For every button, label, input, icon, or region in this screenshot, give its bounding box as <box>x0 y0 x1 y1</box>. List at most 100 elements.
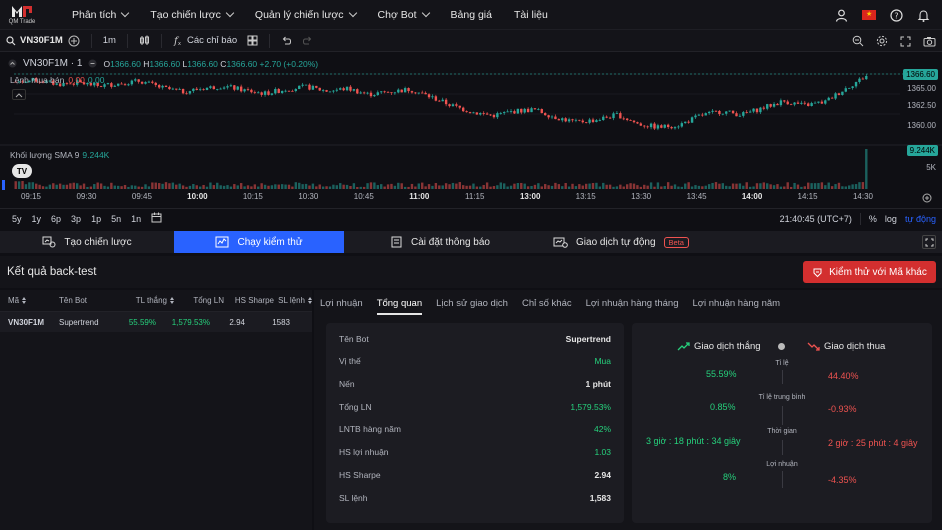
volume-bar <box>82 183 86 189</box>
results-header: Kết quả back-test Kiểm thử với Mã khác <box>0 256 942 288</box>
column-header-winrate[interactable]: TL thắng <box>114 296 174 305</box>
camera-icon[interactable] <box>923 36 936 47</box>
logo[interactable]: QM Trade <box>2 0 42 30</box>
volume-bar <box>373 182 376 189</box>
timeframe-button[interactable]: 6p <box>51 213 62 224</box>
timeframe-button[interactable]: 5n <box>111 213 122 224</box>
x-axis: 09:15 09:30 09:45 10:00 10:15 10:30 10:45 11:00… <box>0 192 880 204</box>
candle-body <box>789 104 793 106</box>
nav-item[interactable]: Phân tích <box>72 9 130 21</box>
interval-button[interactable]: 1m <box>102 35 116 46</box>
help-icon[interactable]: ? <box>890 8 903 22</box>
nav-item[interactable]: Tài liệu <box>514 9 548 21</box>
detail-tab[interactable]: Lợi nhuận hàng năm <box>692 298 781 309</box>
auto-toggle[interactable]: tự động <box>904 214 936 224</box>
tab-run-backtest[interactable]: Chạy kiểm thử <box>174 231 344 253</box>
fullscreen-icon[interactable] <box>900 36 911 47</box>
candle-body <box>110 83 113 87</box>
high-label: H <box>143 58 150 69</box>
volume-y-label: 5K <box>926 163 936 172</box>
tab-notification-settings[interactable]: Cài đặt thông báo <box>344 231 536 253</box>
tradingview-logo-icon[interactable]: TV <box>12 164 32 178</box>
collapse-icon[interactable] <box>8 59 17 68</box>
candle-body <box>233 85 236 90</box>
gear-icon[interactable] <box>876 35 888 47</box>
nav-item[interactable]: Quản lý chiến lược <box>255 9 357 21</box>
undo-button[interactable] <box>281 35 292 46</box>
table-row[interactable]: VN30F1M Supertrend 55.59% 1,579.53% 2.94… <box>0 312 312 332</box>
nav-item[interactable]: Bảng giá <box>451 9 492 21</box>
volume-bar <box>205 186 209 189</box>
candle-body <box>827 97 830 101</box>
detail-tab[interactable]: Chỉ số khác <box>521 298 572 309</box>
volume-bar <box>673 184 677 189</box>
expand-panel-button[interactable] <box>922 235 936 249</box>
column-header-orders[interactable]: SL lệnh <box>274 296 312 305</box>
candle-body <box>485 113 489 115</box>
date-range-button[interactable] <box>151 212 162 225</box>
candle-body <box>390 92 393 94</box>
header-label: TL thắng <box>135 296 167 305</box>
timeframe-button[interactable]: 1y <box>31 213 42 224</box>
candle-body <box>301 84 304 86</box>
volume-bar <box>584 183 588 189</box>
candle-body <box>588 119 591 123</box>
x-axis-label: 10:45 <box>353 192 374 201</box>
candle-body <box>848 87 851 89</box>
timeframe-button[interactable]: 3p <box>71 213 82 224</box>
column-header-sharpe[interactable]: HS Sharpe <box>224 296 274 305</box>
volume-bar <box>455 183 458 189</box>
redo-button[interactable] <box>302 35 313 46</box>
overview-row: HS lợi nhuận 1.03 <box>339 447 611 457</box>
header-label: Tên Bot <box>59 296 88 305</box>
column-header-symbol[interactable]: Mã <box>0 296 52 305</box>
candle-chart-svg[interactable] <box>0 52 942 208</box>
candle-body <box>89 82 93 86</box>
candle-body <box>550 116 554 118</box>
detail-tab[interactable]: Lợi nhuận <box>320 298 363 309</box>
zoom-search-icon[interactable] <box>852 35 864 47</box>
bell-icon[interactable] <box>917 9 930 22</box>
nav-item[interactable]: Chợ Bot <box>378 9 430 21</box>
tab-label: Cài đặt thông báo <box>411 236 490 248</box>
volume-bar <box>202 184 205 189</box>
test-other-symbol-button[interactable]: Kiểm thử với Mã khác <box>803 261 936 283</box>
volume-bar <box>533 184 537 189</box>
log-toggle[interactable]: log <box>884 214 897 224</box>
candle-body <box>742 112 745 116</box>
vietnam-flag-icon[interactable] <box>862 10 876 20</box>
timeframe-button[interactable]: 1p <box>91 213 102 224</box>
backtest-chart-icon <box>215 236 229 248</box>
candle-body <box>776 103 779 106</box>
templates-button[interactable] <box>247 35 258 46</box>
collapse-legend-button[interactable] <box>12 89 26 100</box>
percent-toggle[interactable]: % <box>868 214 877 224</box>
candle-body <box>820 101 824 104</box>
user-icon[interactable] <box>835 9 848 22</box>
tab-create-strategy[interactable]: Tạo chiến lược <box>0 231 174 253</box>
pane-resize-handle[interactable] <box>2 180 5 190</box>
nav-item[interactable]: Tạo chiến lược <box>150 9 235 21</box>
order-buy-value: 0.00 <box>87 75 105 85</box>
candle-body <box>14 81 17 83</box>
symbol-search[interactable]: VN30F1M <box>6 35 63 46</box>
compare-label: Thời gian <box>767 428 797 435</box>
chart-type-button[interactable] <box>139 35 150 46</box>
volume-bar <box>410 183 414 189</box>
timeframe-button[interactable]: 5y <box>12 213 22 224</box>
column-header-total-profit[interactable]: Tổng LN <box>174 296 224 305</box>
price-chart[interactable]: VN30F1M · 1 O1366.60 H1366.60 L1366.60 C… <box>0 52 942 208</box>
volume-bar <box>93 184 96 189</box>
add-symbol-button[interactable] <box>68 35 80 47</box>
detail-tab[interactable]: Lợi nhuận hàng tháng <box>585 298 679 309</box>
detail-tab[interactable]: Lịch sử giao dịch <box>436 298 508 309</box>
detail-tab[interactable]: Tổng quan <box>376 298 423 315</box>
tab-auto-trading[interactable]: Giao dịch tự động Beta <box>536 231 706 253</box>
volume-bar <box>848 185 851 189</box>
scroll-right-icon[interactable] <box>922 193 932 203</box>
minus-icon[interactable] <box>88 59 97 68</box>
svg-text:x: x <box>178 41 181 46</box>
timeframe-button[interactable]: 1n <box>131 213 142 224</box>
candle-body <box>479 113 482 115</box>
